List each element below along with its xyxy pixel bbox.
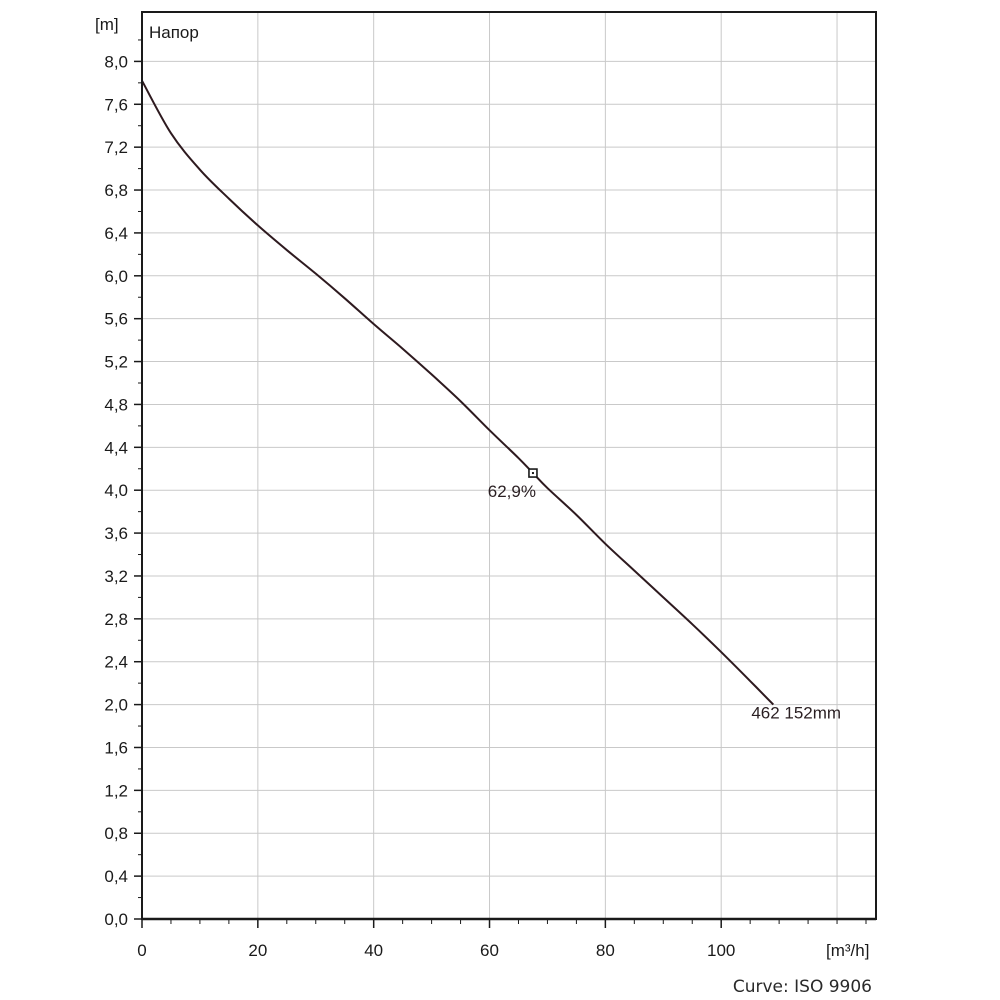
curve-standard-footer: Curve: ISO 9906 — [733, 977, 872, 997]
y-tick-label: 1,6 — [104, 738, 128, 757]
y-tick-label: 3,2 — [104, 567, 128, 586]
x-tick-label: 0 — [137, 941, 146, 960]
y-tick-label: 7,6 — [104, 95, 128, 114]
x-tick-label: 80 — [596, 941, 615, 960]
curve-name-annotation: 462 152mm — [751, 704, 841, 723]
y-tick-label: 0,8 — [104, 824, 128, 843]
best-efficiency-point-dot — [531, 472, 534, 475]
grid — [142, 12, 876, 919]
y-tick-label: 2,0 — [104, 696, 128, 715]
x-tick-label: 100 — [707, 941, 735, 960]
y-tick-label: 2,8 — [104, 610, 128, 629]
y-tick-label: 0,0 — [104, 910, 128, 929]
series-line — [141, 80, 775, 706]
y-tick-label: 6,8 — [104, 181, 128, 200]
labels: [m] [m³/h] Напор Curve: ISO 9906 0,0 0,4 0… — [95, 15, 872, 997]
y-tick-label: 5,6 — [104, 310, 128, 329]
y-tick-label: 5,2 — [104, 353, 128, 372]
y-tick-label: 4,4 — [104, 438, 128, 457]
y-tick-label: 3,6 — [104, 524, 128, 543]
y-tick-label: 4,8 — [104, 395, 128, 414]
chart-title: Напор — [149, 23, 199, 42]
x-tick-label: 40 — [364, 941, 383, 960]
y-axis-unit-label: [m] — [95, 15, 119, 34]
x-tick-label: 20 — [248, 941, 267, 960]
y-tick-label: 4,0 — [104, 481, 128, 500]
y-tick-label: 6,4 — [104, 224, 128, 243]
curve-layer — [141, 80, 775, 706]
y-tick-label: 6,0 — [104, 267, 128, 286]
x-tick-label: 60 — [480, 941, 499, 960]
y-tick-label: 0,4 — [104, 867, 128, 886]
y-tick-label: 8,0 — [104, 52, 128, 71]
y-tick-label: 1,2 — [104, 781, 128, 800]
y-tick-label: 2,4 — [104, 653, 128, 672]
x-axis-unit-label: [m³/h] — [826, 941, 869, 960]
y-tick-label: 7,2 — [104, 138, 128, 157]
axes — [134, 39, 876, 928]
efficiency-annotation: 62,9% — [488, 482, 536, 501]
